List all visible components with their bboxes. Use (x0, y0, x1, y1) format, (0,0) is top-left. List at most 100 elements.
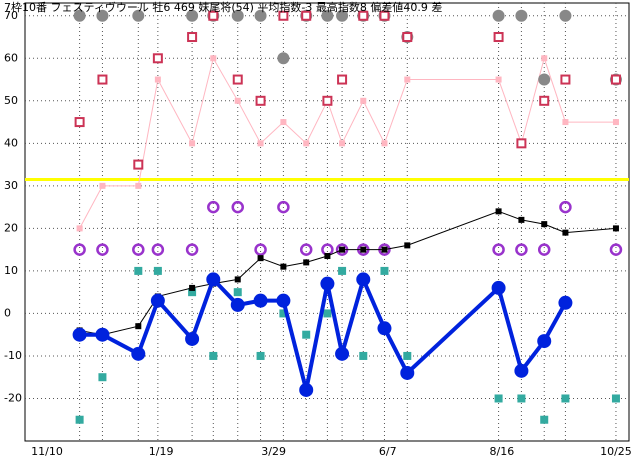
point (280, 263, 287, 270)
point (336, 9, 349, 22)
point (135, 323, 142, 330)
point (611, 394, 620, 403)
point (356, 272, 371, 287)
point (186, 9, 199, 22)
x-tick-label: 8/16 (489, 445, 514, 458)
point (494, 394, 503, 403)
point (562, 119, 569, 126)
point (133, 159, 144, 170)
point (206, 272, 221, 287)
point (209, 351, 218, 360)
point (339, 140, 346, 147)
point (151, 243, 165, 256)
point (335, 346, 350, 361)
point (234, 97, 241, 104)
point (321, 9, 334, 22)
point (277, 200, 290, 214)
point (610, 74, 621, 85)
point (492, 9, 505, 22)
point (515, 243, 528, 256)
point (150, 293, 165, 308)
point (559, 200, 572, 214)
point (561, 394, 570, 403)
point (72, 327, 87, 342)
point (134, 266, 143, 275)
point (515, 9, 528, 22)
x-tick-label: 6/7 (379, 445, 397, 458)
chart-title: 7枠10番 フェスティヴウール 牡6 469 妹尾将(54) 平均指数-3 最高… (4, 0, 442, 14)
point (73, 243, 86, 256)
point (320, 276, 335, 291)
point (541, 55, 548, 62)
point (254, 243, 267, 256)
point (514, 363, 529, 378)
x-tick-label: 3/29 (261, 445, 286, 458)
point (154, 76, 161, 83)
point (257, 140, 264, 147)
point (540, 415, 549, 424)
y-tick-label: 70 (4, 9, 18, 22)
point (360, 246, 367, 253)
point (518, 216, 525, 223)
point (379, 10, 390, 21)
y-tick-label: 10 (4, 264, 18, 277)
point (612, 225, 619, 232)
point (339, 246, 346, 253)
point (230, 297, 245, 312)
point (303, 259, 310, 266)
point (208, 10, 219, 21)
point (153, 266, 162, 275)
point (402, 32, 413, 43)
point (131, 346, 146, 361)
series-line (79, 56, 616, 229)
point (360, 97, 367, 104)
point (278, 10, 289, 21)
point (152, 53, 163, 64)
point (207, 200, 220, 214)
point (558, 295, 573, 310)
point (96, 9, 109, 22)
point (276, 293, 291, 308)
point (132, 9, 145, 22)
point (516, 138, 527, 149)
y-tick-label: -10 (4, 349, 22, 362)
point (322, 95, 333, 106)
y-tick-label: 50 (4, 94, 18, 107)
point (612, 119, 619, 126)
x-tick-label: 11/10 (31, 445, 63, 458)
point (562, 229, 569, 236)
point (234, 276, 241, 283)
plot-frame (24, 2, 630, 442)
point (404, 242, 411, 249)
marks (72, 9, 623, 424)
point (253, 293, 268, 308)
point (517, 394, 526, 403)
point (255, 95, 266, 106)
point (380, 266, 389, 275)
point (231, 200, 244, 214)
point (381, 246, 388, 253)
series-line (79, 210, 616, 336)
point (303, 140, 310, 147)
point (491, 280, 506, 295)
y-tick-label: 30 (4, 179, 18, 192)
point (539, 95, 550, 106)
point (256, 351, 265, 360)
point (492, 243, 505, 256)
point (233, 288, 242, 297)
point (187, 32, 198, 43)
point (299, 243, 313, 256)
point (185, 331, 200, 346)
point (400, 365, 415, 380)
point (95, 327, 110, 342)
x-tick-label: 10/25 (600, 445, 632, 458)
point (73, 9, 86, 22)
point (560, 74, 571, 85)
point (324, 253, 331, 260)
point (188, 288, 197, 297)
point (338, 266, 347, 275)
point (358, 10, 369, 21)
x-tick-label: 1/19 (149, 445, 174, 458)
y-tick-label: -20 (4, 391, 22, 404)
